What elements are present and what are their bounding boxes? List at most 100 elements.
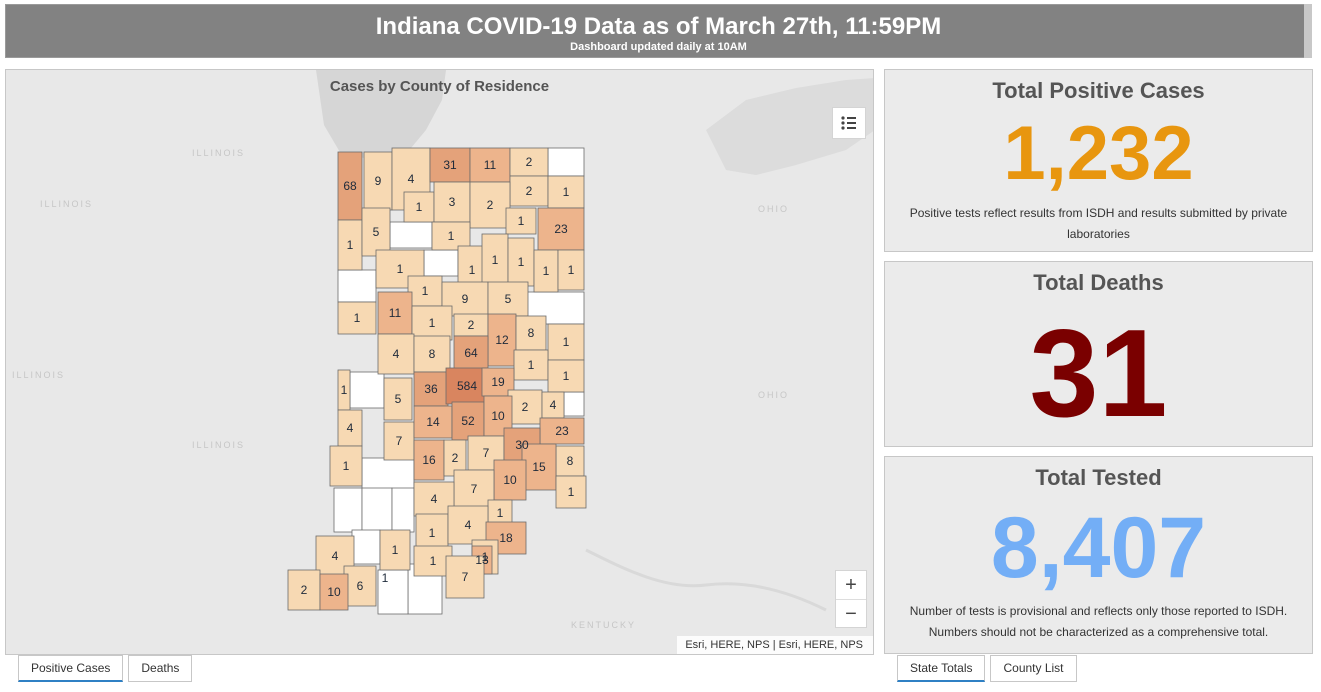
state-label-ohio: OHIO — [758, 204, 790, 214]
county-case-count: 30 — [515, 438, 529, 452]
county[interactable] — [329, 445, 363, 487]
state-label-kentucky: KENTUCKY — [571, 620, 637, 630]
county-no-data[interactable] — [337, 269, 377, 303]
county[interactable] — [547, 359, 585, 393]
county-case-count: 12 — [495, 333, 509, 347]
county-case-count: 1 — [469, 263, 476, 277]
county[interactable] — [555, 475, 587, 509]
tested-title: Total Tested — [1035, 465, 1162, 490]
county[interactable] — [445, 367, 489, 405]
county[interactable] — [433, 181, 471, 223]
zoom-control: + − — [835, 570, 867, 628]
county-no-data[interactable] — [377, 569, 409, 615]
legend-button[interactable] — [832, 107, 866, 139]
county-no-data[interactable] — [547, 147, 585, 177]
county[interactable] — [507, 389, 543, 425]
county[interactable] — [337, 219, 363, 271]
county[interactable] — [287, 569, 321, 611]
county-case-count: 1 — [416, 200, 423, 214]
county-case-count: 2 — [526, 184, 533, 198]
county-map-panel[interactable]: 68 9 4 31 11 2 2 1 1 3 2 1 23 1 5 1 1 1 1 1 1 1 1 9 5 1 11 1 2 12 8 1 4 8… — [5, 69, 874, 655]
county-case-count: 1 — [563, 335, 570, 349]
county[interactable] — [319, 573, 349, 611]
county[interactable] — [451, 401, 485, 441]
county[interactable] — [337, 301, 377, 335]
county-case-count: 1 — [382, 571, 389, 585]
county[interactable] — [343, 565, 377, 607]
county[interactable] — [487, 281, 529, 317]
state-label-illinois: ILLINOIS — [40, 199, 94, 209]
county-case-count: 1 — [492, 253, 499, 267]
county[interactable] — [515, 315, 547, 351]
county[interactable] — [403, 191, 435, 223]
county-no-data[interactable] — [563, 391, 585, 417]
state-label-illinois: ILLINOIS — [192, 440, 246, 450]
county[interactable] — [453, 335, 489, 371]
county[interactable] — [521, 443, 557, 491]
county[interactable] — [413, 439, 445, 481]
county-case-count: 11 — [389, 306, 402, 320]
county[interactable] — [469, 181, 511, 229]
tab-deaths[interactable]: Deaths — [128, 655, 193, 682]
county[interactable] — [361, 207, 391, 257]
tested-value: 8,407 — [990, 500, 1207, 596]
county-case-count: 1 — [563, 369, 570, 383]
county[interactable] — [481, 233, 509, 287]
county[interactable] — [555, 445, 585, 477]
county[interactable] — [413, 335, 451, 373]
county-case-count: 2 — [452, 451, 459, 465]
county[interactable] — [445, 555, 485, 599]
county-case-count: 1 — [518, 214, 525, 228]
county[interactable] — [547, 323, 585, 361]
county[interactable] — [383, 377, 413, 421]
county[interactable] — [379, 529, 411, 571]
zoom-out-button[interactable]: − — [836, 599, 866, 627]
county-case-count: 10 — [503, 473, 517, 487]
map-tabs: Positive Cases Deaths — [18, 655, 193, 682]
tab-county-list[interactable]: County List — [990, 655, 1077, 682]
county[interactable] — [547, 175, 585, 209]
county-no-data[interactable] — [391, 487, 415, 533]
county[interactable] — [539, 417, 585, 445]
county[interactable] — [509, 147, 549, 177]
county[interactable] — [337, 151, 363, 221]
county-no-data[interactable] — [361, 487, 393, 533]
county-case-count: 52 — [461, 414, 475, 428]
tab-state-totals[interactable]: State Totals — [897, 655, 986, 682]
stat-tabs: State Totals County List — [897, 655, 1077, 682]
county-case-count: 1 — [482, 550, 489, 564]
county[interactable] — [383, 421, 415, 461]
county[interactable] — [493, 459, 527, 501]
county-case-count: 9 — [462, 292, 469, 306]
header-scrollbar[interactable] — [1304, 4, 1312, 58]
county[interactable] — [413, 481, 455, 517]
county[interactable] — [533, 249, 559, 293]
county[interactable] — [337, 409, 363, 447]
county-case-count: 4 — [393, 347, 400, 361]
county[interactable] — [557, 249, 585, 291]
county[interactable] — [413, 371, 449, 407]
county-case-count: 1 — [343, 459, 350, 473]
county[interactable] — [431, 221, 471, 251]
county-no-data[interactable] — [389, 221, 433, 249]
county-case-count: 7 — [462, 570, 469, 584]
county-no-data[interactable] — [333, 487, 363, 533]
county-case-count: 5 — [395, 392, 402, 406]
county-no-data[interactable] — [349, 371, 385, 409]
county-no-data[interactable] — [361, 457, 415, 491]
map-attribution[interactable]: Esri, HERE, NPS | Esri, HERE, NPS — [677, 636, 873, 654]
county[interactable] — [513, 349, 549, 381]
county[interactable] — [375, 249, 425, 289]
zoom-in-button[interactable]: + — [845, 574, 857, 596]
tab-positive-cases[interactable]: Positive Cases — [18, 655, 124, 682]
county-case-count: 4 — [465, 518, 472, 532]
county[interactable] — [505, 207, 537, 235]
county-no-data[interactable] — [351, 529, 381, 565]
county-no-data[interactable] — [423, 249, 459, 277]
county[interactable] — [377, 333, 415, 375]
county-case-count: 23 — [555, 424, 569, 438]
county-case-count: 584 — [457, 379, 477, 393]
county[interactable] — [407, 275, 443, 307]
county[interactable] — [413, 405, 453, 439]
